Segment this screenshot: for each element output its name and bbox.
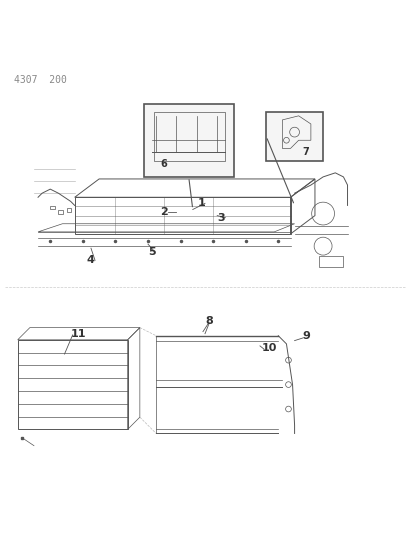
Text: 7: 7 [302, 147, 309, 157]
Text: 10: 10 [261, 343, 277, 353]
Bar [50, 206, 55, 209]
Bar [318, 256, 343, 266]
Text: 9: 9 [302, 331, 310, 341]
Text: 4: 4 [87, 255, 94, 265]
Bar [66, 208, 71, 212]
Text: 11: 11 [70, 329, 86, 338]
Text: 3: 3 [217, 213, 225, 223]
Text: 2: 2 [160, 206, 168, 216]
Bar [74, 197, 290, 234]
Bar [265, 112, 322, 160]
Bar [154, 112, 225, 160]
Text: 6: 6 [160, 159, 166, 169]
Bar [58, 210, 63, 214]
Text: 4307  200: 4307 200 [13, 75, 66, 85]
Text: 5: 5 [148, 247, 155, 257]
Bar [18, 340, 127, 430]
Text: 1: 1 [197, 198, 204, 208]
Text: 8: 8 [204, 317, 212, 327]
Bar [144, 103, 233, 177]
